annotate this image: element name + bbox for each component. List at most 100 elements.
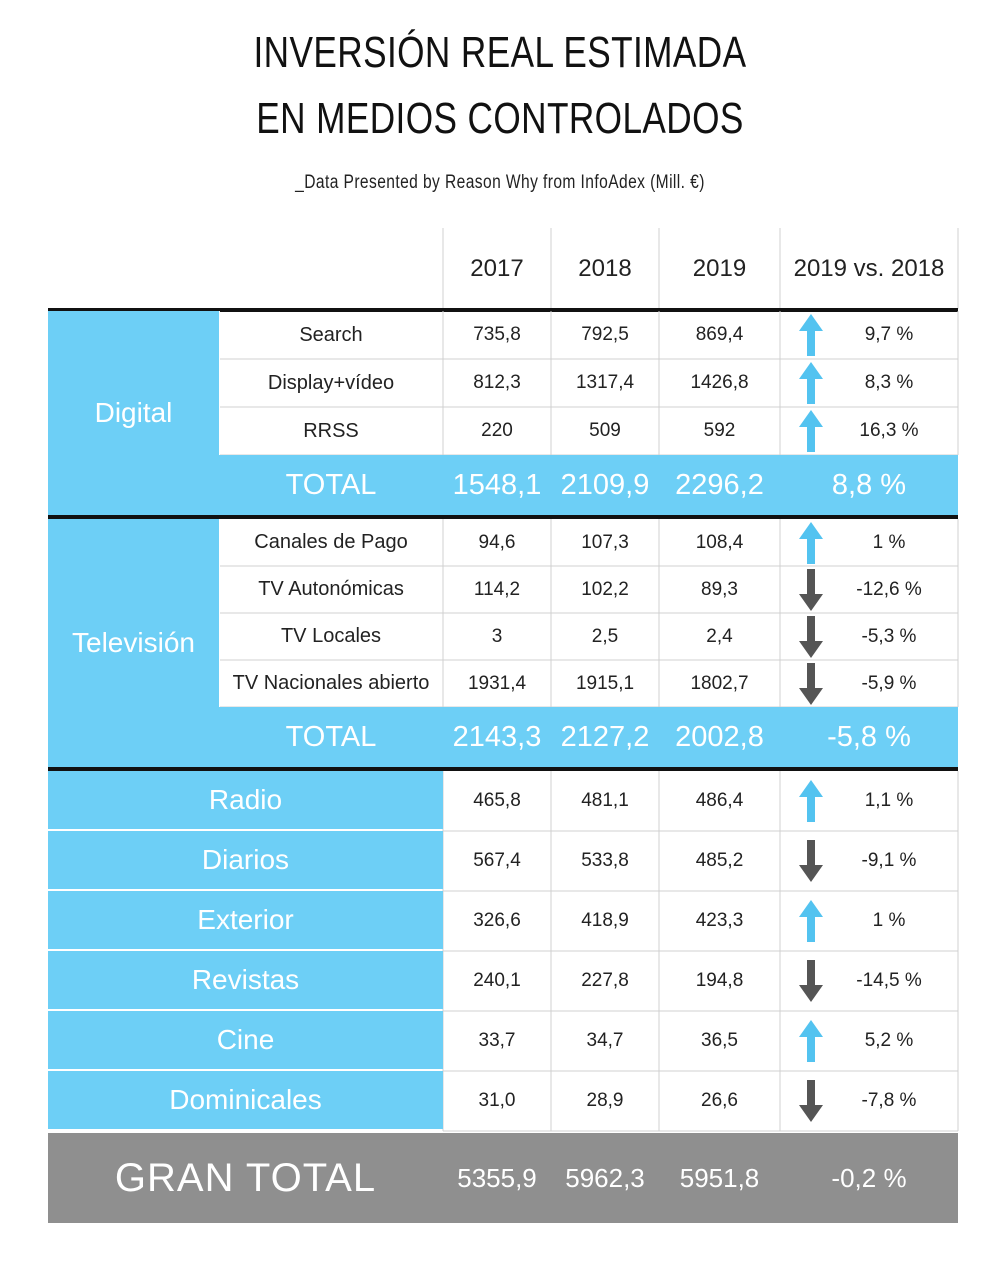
row-label: Revistas xyxy=(48,951,443,1009)
value-cell: 34,7 xyxy=(586,1030,624,1051)
arrow-up-icon xyxy=(799,410,823,452)
value-cell: 108,4 xyxy=(695,531,744,553)
value-cell: 2,4 xyxy=(706,625,733,647)
value-cell: 326,6 xyxy=(473,910,521,931)
column-header: 2018 xyxy=(578,254,632,282)
value-cell: 792,5 xyxy=(581,324,629,345)
row-label: TV Autonómicas xyxy=(258,578,404,600)
row-label: RRSS xyxy=(303,419,359,442)
total-change: -5,8 % xyxy=(780,707,958,767)
value-cell: 1931,4 xyxy=(467,672,527,694)
value-cell: 423,3 xyxy=(695,910,744,931)
value-cell: 94,6 xyxy=(478,531,516,553)
value-cell: 220 xyxy=(481,420,513,441)
row-label: Diarios xyxy=(48,831,443,889)
total-value: 2109,9 xyxy=(551,455,659,515)
arrow-up-icon xyxy=(799,314,823,356)
arrow-up-icon xyxy=(799,900,823,942)
arrow-down-icon xyxy=(799,568,823,611)
total-value: 2143,3 xyxy=(443,707,551,767)
row-label: Dominicales xyxy=(48,1071,443,1129)
change-cell: -5,3 % xyxy=(861,625,917,647)
value-cell: 2,5 xyxy=(591,625,619,647)
value-cell: 107,3 xyxy=(581,531,629,553)
row-label: Search xyxy=(299,323,363,346)
value-cell: 227,8 xyxy=(581,970,629,991)
change-cell: 16,3 % xyxy=(859,420,919,441)
arrow-up-icon xyxy=(799,1020,823,1062)
arrow-up-icon xyxy=(799,521,823,564)
change-cell: 9,7 % xyxy=(864,324,914,345)
group-label-television: Televisión xyxy=(48,519,219,767)
value-cell: 31,0 xyxy=(478,1090,516,1111)
value-cell: 102,2 xyxy=(581,578,629,600)
grand-total-change: -0,2 % xyxy=(780,1133,958,1223)
arrow-down-icon xyxy=(799,615,823,658)
total-label: TOTAL xyxy=(219,455,443,515)
change-cell: 5,2 % xyxy=(864,1030,914,1051)
value-cell: 465,8 xyxy=(473,790,521,811)
change-cell: -9,1 % xyxy=(861,850,917,871)
value-cell: 1317,4 xyxy=(575,372,635,393)
row-label: Exterior xyxy=(48,891,443,949)
column-header: 2017 xyxy=(470,254,524,282)
column-header: 2019 xyxy=(692,254,747,282)
row-label: Radio xyxy=(48,771,443,829)
value-cell: 869,4 xyxy=(695,324,744,345)
change-cell: 1,1 % xyxy=(864,790,914,811)
value-cell: 36,5 xyxy=(701,1030,738,1051)
grand-total-value: 5355,9 xyxy=(443,1133,551,1223)
value-cell: 114,2 xyxy=(473,578,521,600)
value-cell: 28,9 xyxy=(586,1090,624,1111)
total-value: 2127,2 xyxy=(551,707,659,767)
value-cell: 33,7 xyxy=(478,1030,516,1051)
arrow-up-icon xyxy=(799,780,823,822)
total-value: 1548,1 xyxy=(443,455,551,515)
value-cell: 26,6 xyxy=(701,1090,738,1111)
title-line-2: EN MEDIOS CONTROLADOS xyxy=(256,94,744,143)
value-cell: 485,2 xyxy=(695,850,744,871)
value-cell: 1915,1 xyxy=(575,672,635,694)
value-cell: 240,1 xyxy=(473,970,521,991)
row-label: Display+vídeo xyxy=(267,371,395,394)
total-value: 2002,8 xyxy=(659,707,780,767)
row-label: TV Nacionales abierto xyxy=(232,672,430,694)
value-cell: 3 xyxy=(491,625,503,647)
value-cell: 592 xyxy=(703,420,736,441)
change-cell: 8,3 % xyxy=(864,372,914,393)
value-cell: 812,3 xyxy=(473,372,521,393)
total-label: TOTAL xyxy=(219,707,443,767)
change-cell: -12,6 % xyxy=(856,578,922,600)
subtitle: _Data Presented by Reason Why from InfoA… xyxy=(295,172,705,193)
value-cell: 735,8 xyxy=(473,324,521,345)
value-cell: 89,3 xyxy=(701,578,738,600)
arrow-up-icon xyxy=(799,362,823,404)
grand-total-label: GRAN TOTAL xyxy=(48,1133,443,1223)
grand-total-value: 5962,3 xyxy=(551,1133,659,1223)
total-value: 2296,2 xyxy=(659,455,780,515)
title-line-1: INVERSIÓN REAL ESTIMADA xyxy=(253,28,747,77)
value-cell: 567,4 xyxy=(473,850,521,871)
group-label-digital: Digital xyxy=(48,311,219,515)
arrow-down-icon xyxy=(799,662,823,705)
arrow-down-icon xyxy=(799,960,823,1002)
value-cell: 1426,8 xyxy=(690,372,749,393)
column-header: 2019 vs. 2018 xyxy=(793,254,945,282)
arrow-down-icon xyxy=(799,840,823,882)
change-cell: 1 % xyxy=(872,531,906,553)
row-label: Cine xyxy=(48,1011,443,1069)
row-label: TV Locales xyxy=(280,625,382,647)
value-cell: 533,8 xyxy=(581,850,629,871)
value-cell: 481,1 xyxy=(581,790,629,811)
arrow-down-icon xyxy=(799,1080,823,1122)
total-change: 8,8 % xyxy=(780,455,958,515)
change-cell: -14,5 % xyxy=(856,970,922,991)
value-cell: 194,8 xyxy=(695,970,744,991)
value-cell: 418,9 xyxy=(581,910,629,931)
value-cell: 509 xyxy=(589,420,621,441)
change-cell: -5,9 % xyxy=(861,672,917,694)
value-cell: 1802,7 xyxy=(690,672,749,694)
value-cell: 486,4 xyxy=(695,790,744,811)
grand-total-value: 5951,8 xyxy=(659,1133,780,1223)
